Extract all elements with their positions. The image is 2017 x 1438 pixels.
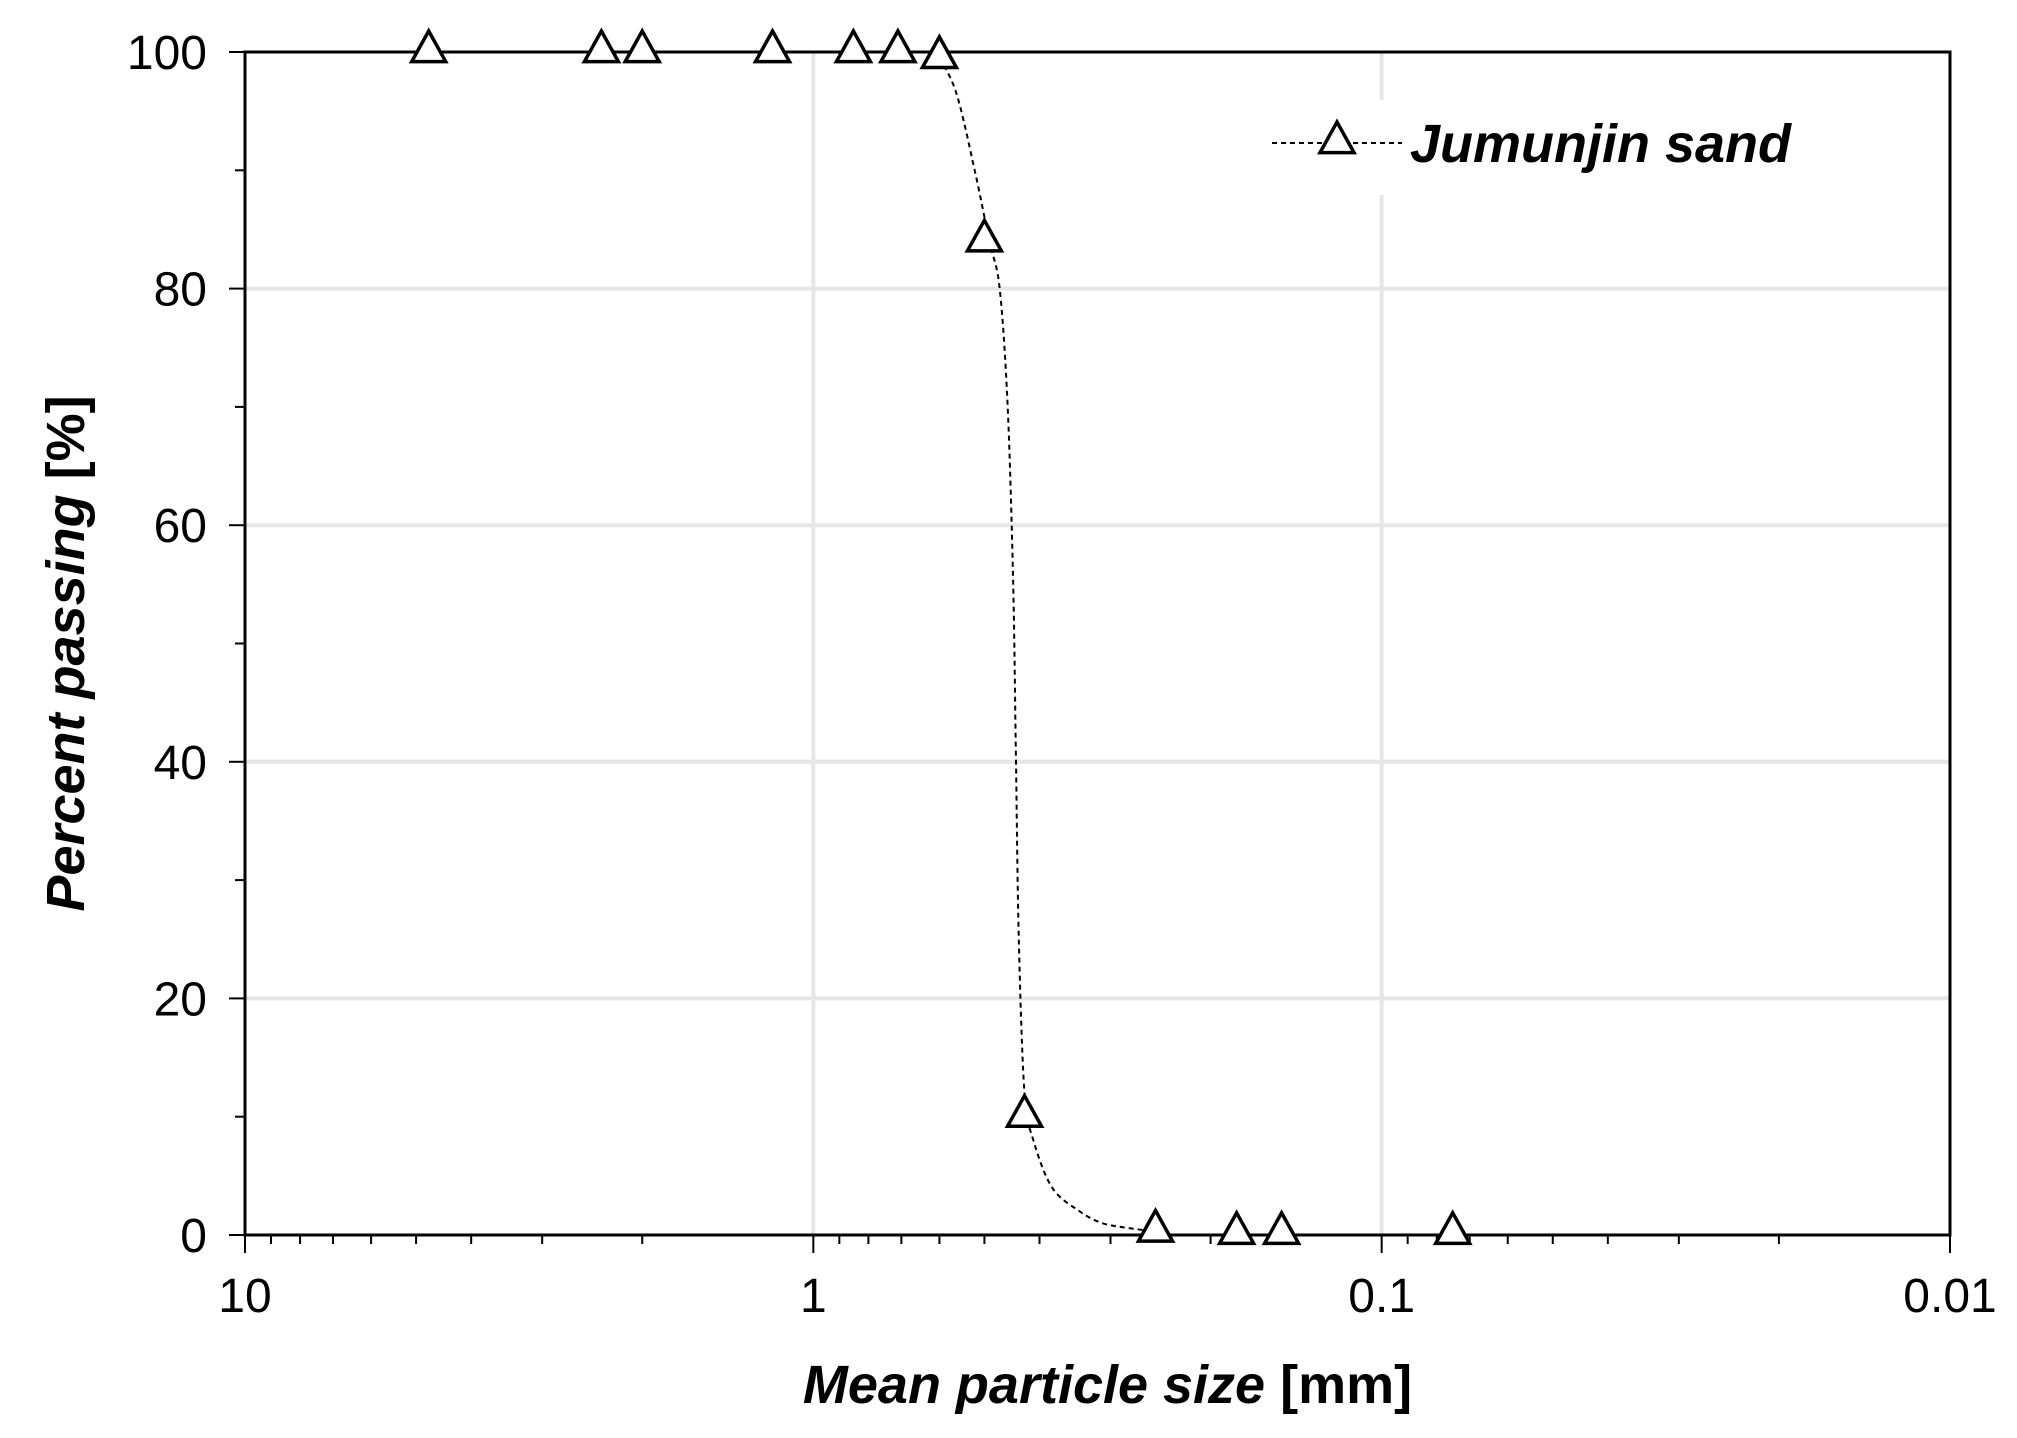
grid-lines — [245, 52, 1950, 1235]
data-point — [1432, 1209, 1473, 1246]
plot-frame — [243, 50, 1952, 1237]
axis-ticks: 10 1 0.1 0.01 0 20 40 60 80 100 — [127, 27, 1997, 1323]
x-tick-label: 0.1 — [1348, 1270, 1415, 1323]
legend-triangle-marker — [1317, 118, 1357, 155]
y-axis-title-text: Percent passing — [36, 494, 96, 911]
y-tick-label: 60 — [154, 500, 207, 553]
data-point — [622, 27, 663, 64]
y-axis-title: Percent passing [%] — [36, 395, 96, 911]
x-axis-title-text: Mean particle size — [803, 1355, 1265, 1415]
y-tick-label: 100 — [127, 27, 207, 80]
y-tick-label: 0 — [180, 1210, 207, 1263]
data-point — [752, 27, 793, 64]
x-tick-label: 10 — [218, 1270, 271, 1323]
legend-label: Jumunjin sand — [1410, 114, 1792, 174]
fit-curve — [938, 57, 1156, 1233]
data-point — [1261, 1209, 1302, 1246]
data-point — [919, 33, 960, 70]
x-tick-label: 0.01 — [1903, 1270, 1996, 1323]
x-axis-title: Mean particle size [mm] — [803, 1355, 1412, 1415]
data-point — [408, 27, 449, 64]
data-point — [964, 216, 1005, 253]
data-point — [581, 27, 622, 64]
data-point — [833, 27, 874, 64]
legend-background — [1265, 100, 1865, 195]
legend: Jumunjin sand — [1265, 100, 1865, 195]
y-tick-label: 40 — [154, 737, 207, 790]
data-point — [1135, 1206, 1176, 1243]
data-markers — [408, 27, 1473, 1246]
y-tick-label: 80 — [154, 264, 207, 317]
fit-curve-layer — [938, 57, 1156, 1233]
y-axis-unit: [%] — [36, 395, 96, 494]
data-point — [1216, 1209, 1257, 1246]
x-tick-label: 1 — [800, 1270, 827, 1323]
y-tick-label: 20 — [154, 973, 207, 1026]
data-point — [877, 27, 918, 64]
data-point — [1004, 1092, 1045, 1129]
x-axis-unit: [mm] — [1265, 1355, 1412, 1415]
